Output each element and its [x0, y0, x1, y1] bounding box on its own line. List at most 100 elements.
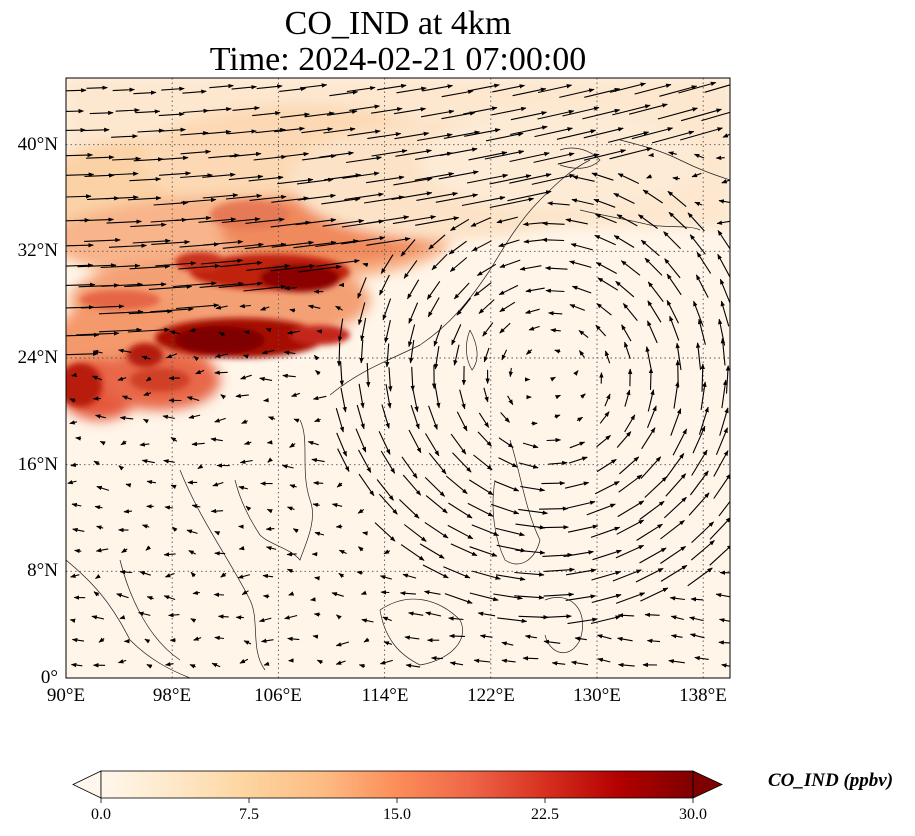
wind-arrow: [574, 636, 587, 641]
wind-arrow: [358, 449, 372, 473]
wind-arrow: [660, 519, 685, 540]
wind-arrow: [617, 613, 635, 618]
wind-arrow: [235, 393, 249, 399]
wind-arrow: [211, 662, 221, 668]
wind-arrow: [182, 108, 210, 114]
wind-arrow: [312, 395, 327, 401]
wind-arrow: [265, 328, 272, 333]
wind-arrow: [544, 265, 568, 271]
wind-arrow: [583, 149, 627, 161]
wind-arrow: [667, 190, 687, 208]
wind-arrow: [659, 85, 698, 97]
wind-arrow: [127, 327, 170, 333]
wind-arrow: [170, 436, 178, 442]
wind-arrow: [425, 611, 442, 617]
wind-arrow: [410, 366, 415, 392]
wind-arrow: [489, 197, 535, 209]
wind-arrow: [567, 500, 596, 509]
wind-arrow: [171, 526, 178, 532]
wind-arrow: [366, 362, 371, 388]
wind-arrow: [595, 324, 607, 337]
wind-arrow: [451, 324, 462, 346]
wind-arrow: [371, 149, 408, 157]
wind-arrow: [277, 177, 314, 185]
x-tick-label: 114°E: [361, 685, 409, 706]
wind-arrow: [624, 341, 631, 359]
wind-arrow: [143, 391, 152, 396]
wind-arrow: [646, 320, 658, 344]
wind-arrow: [344, 192, 384, 201]
wind-arrow: [438, 170, 479, 180]
wind-arrow: [715, 427, 729, 456]
wind-arrow: [336, 432, 348, 457]
wind-arrow: [541, 481, 566, 486]
wind-arrow: [421, 109, 455, 118]
wind-arrow: [275, 151, 310, 159]
wind-arrow: [129, 176, 162, 182]
wind-arrow: [71, 502, 82, 508]
wind-arrow: [180, 149, 212, 155]
wind-arrow: [79, 217, 114, 222]
wind-arrow: [621, 324, 632, 342]
wind-arrow: [256, 84, 283, 90]
wind-arrow: [335, 524, 343, 529]
wind-arrow: [408, 429, 422, 454]
wind-arrow: [322, 219, 365, 227]
wind-arrow: [392, 215, 437, 225]
wind-arrow: [428, 405, 438, 430]
wind-arrow: [405, 663, 421, 668]
wind-arrow: [70, 462, 78, 468]
wind-arrow: [551, 661, 566, 666]
wind-arrow: [241, 419, 248, 424]
wind-arrow: [291, 392, 300, 397]
wind-arrow: [221, 217, 261, 224]
wind-arrow: [417, 133, 453, 142]
wind-arrow: [204, 107, 232, 112]
wind-arrow: [161, 86, 185, 92]
wind-arrow: [101, 282, 144, 287]
wind-arrow: [403, 524, 427, 542]
wind-arrow: [133, 157, 164, 162]
y-tick-label: 40°N: [17, 134, 58, 155]
wind-arrow: [498, 239, 520, 247]
wind-arrow: [401, 456, 418, 479]
wind-arrow: [164, 505, 173, 510]
wind-arrow: [66, 282, 96, 287]
wind-arrow: [672, 176, 680, 181]
wind-arrow: [214, 370, 228, 375]
wind-arrow: [313, 354, 320, 361]
wind-arrow: [210, 437, 223, 442]
wind-arrow: [525, 349, 533, 355]
wind-arrow: [163, 459, 175, 464]
wind-arrow: [358, 473, 375, 497]
wind-arrow: [252, 111, 281, 117]
wind-arrow: [569, 260, 592, 268]
wind-arrow: [105, 195, 139, 200]
wind-arrow: [612, 569, 642, 582]
wind-arrow: [220, 572, 227, 578]
wind-arrow: [400, 239, 416, 257]
wind-arrow: [431, 253, 448, 271]
wind-arrow: [668, 211, 687, 230]
wind-arrow: [718, 640, 730, 645]
wind-arrow: [245, 217, 285, 224]
wind-arrow: [666, 299, 679, 324]
wind-arrow: [313, 612, 321, 617]
wind-arrow: [127, 195, 162, 201]
wind-arrow: [434, 383, 441, 409]
wind-arrow: [615, 544, 645, 559]
wind-arrow: [158, 155, 189, 161]
wind-arrow: [619, 456, 640, 475]
wind-arrow: [331, 592, 344, 597]
wind-arrow: [538, 524, 569, 530]
wind-arrow: [402, 573, 417, 579]
wind-arrow: [719, 278, 730, 304]
wind-arrow: [119, 415, 134, 421]
wind-arrow: [640, 456, 662, 479]
wind-arrow: [725, 365, 730, 394]
wind-arrow: [580, 393, 586, 399]
wind-arrow: [452, 452, 472, 473]
wind-arrow: [512, 87, 547, 97]
wind-arrow: [673, 380, 680, 409]
wind-arrow: [720, 300, 730, 327]
